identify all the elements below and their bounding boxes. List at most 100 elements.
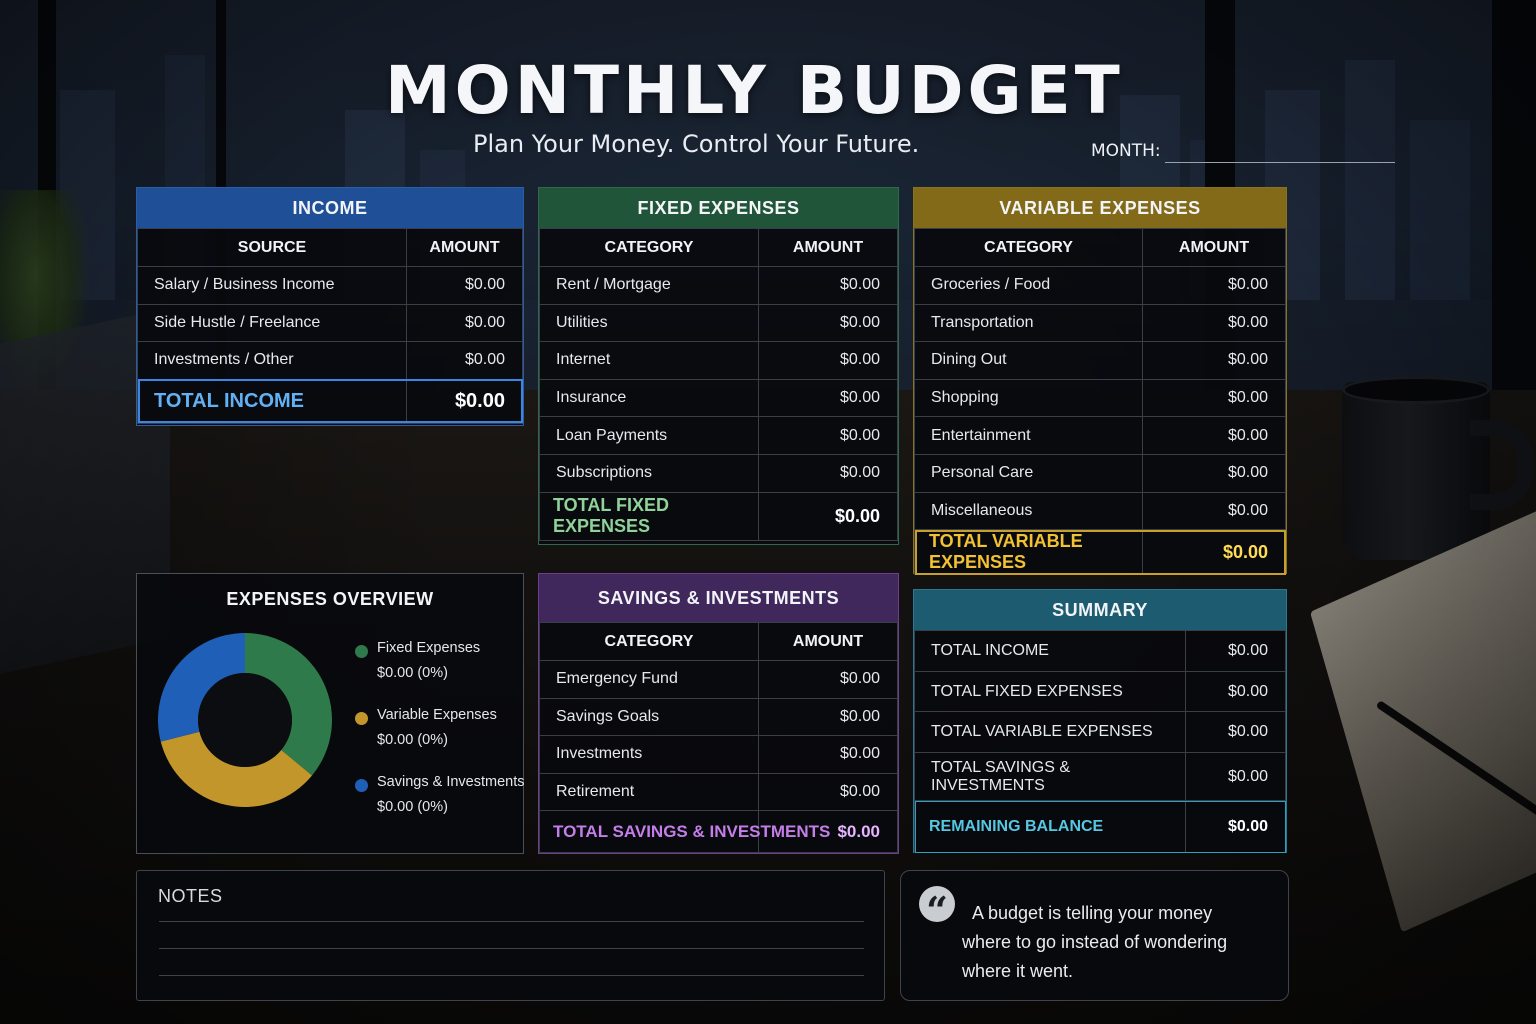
amount-cell[interactable]: $0.00 <box>758 378 898 418</box>
row-label: Salary / Business Income <box>137 266 407 305</box>
donut-slice <box>160 731 313 807</box>
summary-panel: SUMMARY TOTAL INCOME $0.00 TOTAL FIXED E… <box>913 589 1287 853</box>
row-label: Groceries / Food <box>914 266 1143 305</box>
amount-cell[interactable]: $0.00 <box>1142 341 1286 380</box>
amount-cell[interactable]: $0.00 <box>758 453 898 493</box>
remaining-balance-label: REMAINING BALANCE <box>914 800 1186 853</box>
total-row: TOTAL SAVINGS & INVESTMENTS $0.00 <box>539 810 898 854</box>
table-row: Loan Payments $0.00 <box>539 416 898 455</box>
legend-label: Fixed Expenses <box>377 640 481 656</box>
month-field[interactable] <box>1165 162 1395 163</box>
row-label: Rent / Mortgage <box>539 266 759 305</box>
table-row: Retirement $0.00 <box>539 772 898 812</box>
fixed-expenses-panel: FIXED EXPENSES CATEGORY AMOUNT Rent / Mo… <box>538 187 899 545</box>
amount-cell[interactable]: $0.00 <box>758 660 898 699</box>
row-label: Emergency Fund <box>539 660 759 699</box>
amount-cell[interactable]: $0.00 <box>406 266 523 305</box>
column-header-category: CATEGORY <box>914 228 1143 267</box>
legend-item: Fixed Expenses $0.00 (0%) <box>354 640 524 707</box>
savings-panel: SAVINGS & INVESTMENTS CATEGORY AMOUNT Em… <box>538 573 899 854</box>
donut-hole <box>198 673 292 767</box>
amount-cell[interactable]: $0.00 <box>406 303 523 343</box>
table-row: Shopping $0.00 <box>914 378 1286 418</box>
table-row: Groceries / Food $0.00 <box>914 266 1286 305</box>
amount-cell[interactable]: $0.00 <box>1142 416 1286 455</box>
row-label: Internet <box>539 341 759 380</box>
legend-item: Variable Expenses $0.00 (0%) <box>354 707 524 774</box>
row-label: Investments <box>539 735 759 774</box>
amount-cell[interactable]: $0.00 <box>758 772 898 812</box>
summary-amount: $0.00 <box>1185 671 1286 712</box>
amount-cell[interactable]: $0.00 <box>406 341 523 380</box>
row-label: Dining Out <box>914 341 1143 380</box>
row-label: Transportation <box>914 303 1143 343</box>
notes-line <box>159 975 864 976</box>
amount-cell[interactable]: $0.00 <box>758 303 898 343</box>
amount-cell[interactable]: $0.00 <box>758 266 898 305</box>
amount-cell[interactable]: $0.00 <box>758 341 898 380</box>
summary-label: TOTAL FIXED EXPENSES <box>914 671 1186 712</box>
row-label: Entertainment <box>914 416 1143 455</box>
table-row: Investments / Other $0.00 <box>137 341 523 380</box>
notes-panel[interactable]: NOTES <box>136 870 885 1001</box>
fixed-expenses-table: CATEGORY AMOUNT Rent / Mortgage $0.00 Ut… <box>539 228 898 541</box>
column-header-category: CATEGORY <box>539 622 759 661</box>
table-row: Investments $0.00 <box>539 735 898 774</box>
table-row: Utilities $0.00 <box>539 303 898 343</box>
amount-cell[interactable]: $0.00 <box>758 735 898 774</box>
legend-value: $0.00 (0%) <box>377 732 448 748</box>
total-savings-amount: $0.00 <box>758 810 898 854</box>
table-row: Rent / Mortgage $0.00 <box>539 266 898 305</box>
amount-cell[interactable]: $0.00 <box>758 697 898 737</box>
legend-label: Variable Expenses <box>377 707 497 723</box>
amount-cell[interactable]: $0.00 <box>1142 491 1286 531</box>
total-savings-label: TOTAL SAVINGS & INVESTMENTS <box>539 810 830 854</box>
quote-panel: “ A budget is telling your money where t… <box>900 870 1289 1001</box>
notes-line <box>159 948 864 949</box>
table-row: Miscellaneous $0.00 <box>914 491 1286 531</box>
income-table: SOURCE AMOUNT Salary / Business Income $… <box>137 228 523 424</box>
month-label: MONTH: <box>1091 141 1161 161</box>
row-label: Subscriptions <box>539 453 759 493</box>
summary-label: TOTAL INCOME <box>914 630 1186 672</box>
legend-value: $0.00 (0%) <box>377 799 448 815</box>
chart-legend: Fixed Expenses $0.00 (0%) Variable Expen… <box>354 640 525 841</box>
variable-expenses-title: VARIABLE EXPENSES <box>914 188 1286 228</box>
legend-value: $0.00 (0%) <box>377 665 448 681</box>
total-fixed-amount: $0.00 <box>758 491 898 541</box>
page-title: MONTHLY BUDGET <box>385 52 1124 129</box>
legend-item: Savings & Investments $0.00 (0%) <box>354 774 525 841</box>
row-label: Savings Goals <box>539 697 759 737</box>
amount-cell[interactable]: $0.00 <box>1142 303 1286 343</box>
row-label: Insurance <box>539 378 759 418</box>
amount-cell[interactable]: $0.00 <box>1142 453 1286 493</box>
table-row: Subscriptions $0.00 <box>539 453 898 493</box>
variable-expenses-table: CATEGORY AMOUNT Groceries / Food $0.00 T… <box>914 228 1286 576</box>
amount-cell[interactable]: $0.00 <box>1142 266 1286 305</box>
summary-table: TOTAL INCOME $0.00 TOTAL FIXED EXPENSES … <box>914 630 1286 853</box>
row-label: Shopping <box>914 378 1143 418</box>
table-row: Emergency Fund $0.00 <box>539 660 898 699</box>
legend-swatch <box>355 645 368 658</box>
table-row: Insurance $0.00 <box>539 378 898 418</box>
expenses-overview-title: EXPENSES OVERVIEW <box>226 588 434 609</box>
total-variable-amount: $0.00 <box>1142 529 1286 576</box>
donut-slice <box>158 633 245 742</box>
amount-cell[interactable]: $0.00 <box>758 416 898 455</box>
table-row: Internet $0.00 <box>539 341 898 380</box>
donut-slice <box>245 633 332 776</box>
column-header-category: CATEGORY <box>539 228 759 267</box>
summary-title: SUMMARY <box>914 590 1286 630</box>
page-subtitle: Plan Your Money. Control Your Future. <box>473 130 920 158</box>
summary-row: TOTAL VARIABLE EXPENSES $0.00 <box>914 711 1286 753</box>
variable-expenses-panel: VARIABLE EXPENSES CATEGORY AMOUNT Grocer… <box>913 187 1287 576</box>
table-row: Entertainment $0.00 <box>914 416 1286 455</box>
amount-cell[interactable]: $0.00 <box>1142 378 1286 418</box>
income-panel: INCOME SOURCE AMOUNT Salary / Business I… <box>136 187 524 426</box>
column-header-amount: AMOUNT <box>758 622 898 661</box>
column-header-amount: AMOUNT <box>1142 228 1286 267</box>
row-label: Loan Payments <box>539 416 759 455</box>
summary-row: TOTAL FIXED EXPENSES $0.00 <box>914 671 1286 712</box>
quote-icon: “ <box>919 886 955 933</box>
donut-chart <box>158 633 332 807</box>
